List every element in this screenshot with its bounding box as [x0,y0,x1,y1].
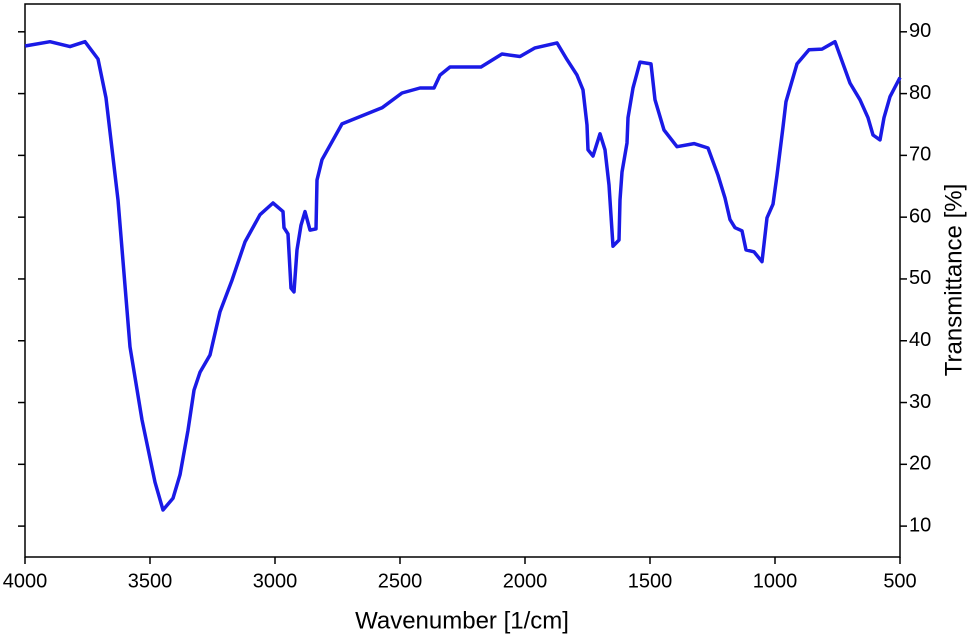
y-tick-label: 10 [909,514,931,536]
y-tick-label: 20 [909,453,931,475]
x-tick-label: 2500 [378,570,423,592]
x-tick-label: 2000 [503,570,548,592]
y-tick-label: 80 [909,82,931,104]
y-tick-label: 40 [909,329,931,351]
y-tick-label: 90 [909,20,931,42]
y-tick-label: 50 [909,267,931,289]
x-tick-label: 4000 [3,570,48,592]
y-axis-label: Transmittance [%] [940,184,967,377]
y-tick-label: 30 [909,391,931,413]
spectrum-line [24,39,902,512]
plot-frame [24,3,901,558]
x-axis-label: Wavenumber [1/cm] [355,607,569,634]
x-tick-label: 3500 [128,570,173,592]
x-tick-label: 1000 [753,570,798,592]
y-tick-label: 70 [909,144,931,166]
x-tick-label: 1500 [628,570,673,592]
y-tick-label: 60 [909,205,931,227]
x-tick-label: 500 [883,570,916,592]
x-tick-label: 3000 [253,570,298,592]
